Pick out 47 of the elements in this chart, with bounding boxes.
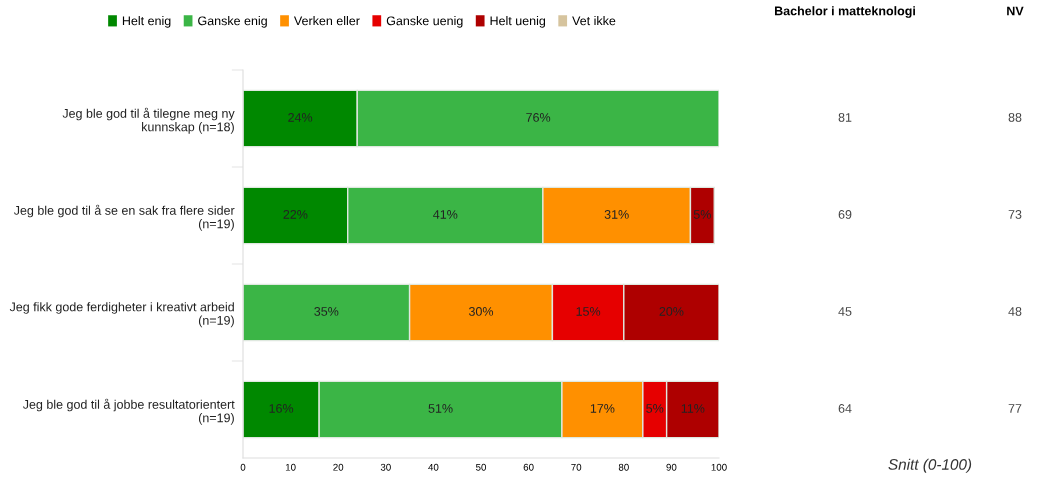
data-label: 51%: [428, 404, 453, 413]
data-label: 24%: [288, 113, 313, 122]
text: 69: [838, 210, 852, 219]
legend-label: Ganske uenig: [386, 16, 463, 28]
data-label: 35%: [314, 307, 339, 316]
x-tick-label: 30: [380, 463, 391, 471]
x-tick-label: 100: [711, 463, 727, 471]
legend-label: Helt uenig: [490, 16, 546, 28]
text: Snitt (0-100): [888, 458, 972, 473]
x-tick-label: 0: [240, 463, 246, 471]
x-tick-label: 80: [618, 463, 629, 471]
data-label: 76%: [526, 113, 551, 122]
text: 45: [838, 307, 852, 316]
data-label: 30%: [468, 307, 494, 316]
category-label: NV: [1007, 6, 1024, 16]
text: 88: [1008, 113, 1022, 122]
x-tick-label: 90: [666, 463, 677, 471]
y-tick-label: Jeg ble god til å jobbe resultatorientert (n=19): [22, 398, 235, 425]
data-label: 5%: [646, 404, 664, 413]
x-tick-label: 70: [571, 463, 582, 471]
text: 73: [1008, 210, 1022, 219]
data-label: 11%: [681, 404, 705, 413]
data-label: 22%: [283, 210, 308, 219]
legend-label: Helt enig: [122, 16, 171, 28]
legend-label: Verken eller: [293, 16, 360, 26]
data-label: 17%: [590, 404, 615, 413]
category-label: Bachelor i matteknologi: [774, 6, 915, 18]
data-label: 16%: [269, 404, 294, 413]
y-tick-label: Jeg ble god til å tilegne meg ny kunnskap (n=18): [62, 107, 235, 134]
x-tick-label: 20: [333, 463, 344, 471]
y-tick-label: Jeg ble god til å se en sak fra flere sider (n=19): [13, 204, 235, 231]
legend-label: Vet ikke: [572, 16, 616, 26]
x-tick-label: 40: [428, 463, 439, 471]
data-label: 15%: [576, 307, 601, 316]
y-tick-label: Jeg fikk gode ferdigheter i kreativt arbeid (n=19): [9, 302, 234, 328]
data-label: 41%: [433, 210, 458, 219]
text: 81: [838, 113, 852, 122]
x-tick-label: 50: [475, 463, 487, 471]
x-tick-label: 60: [523, 463, 534, 471]
legend-label: Ganske enig: [198, 16, 267, 28]
data-label: 31%: [604, 210, 629, 219]
data-label: 20%: [659, 307, 684, 316]
text: 77: [1008, 404, 1022, 413]
x-tick-label: 10: [285, 463, 296, 471]
text: 64: [838, 404, 852, 413]
data-label: 5%: [693, 210, 711, 219]
text: 48: [1008, 307, 1022, 316]
